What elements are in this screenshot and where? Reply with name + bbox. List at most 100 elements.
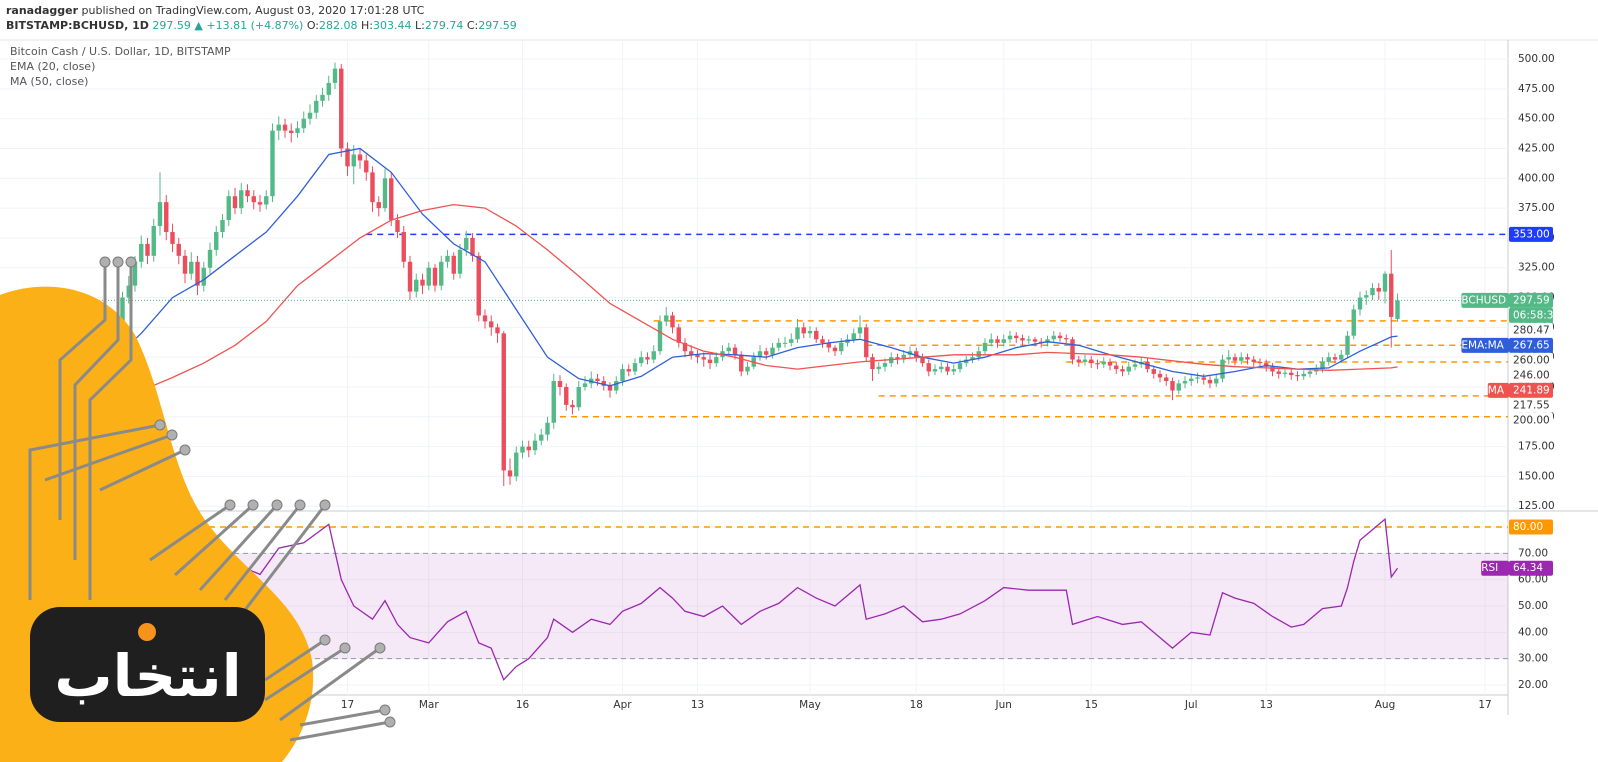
candle-body <box>545 422 550 435</box>
candle-body <box>139 243 144 262</box>
level-label-box <box>1509 397 1553 413</box>
candle-body <box>1170 381 1175 391</box>
level-label-value: 246.00 <box>1513 369 1550 381</box>
level-label-box <box>1509 352 1553 368</box>
candle-body <box>701 357 706 360</box>
level-label-box <box>1509 322 1553 338</box>
candle-body <box>789 339 794 343</box>
candle-body <box>432 267 438 286</box>
level-label-box <box>1509 226 1553 242</box>
level-label-value: 200.00 <box>1513 414 1550 426</box>
logo-badge <box>30 607 265 722</box>
candle-body <box>164 202 169 232</box>
candle-body <box>601 381 606 386</box>
candle-body <box>1182 381 1188 384</box>
byline-text: published on TradingView.com, August 03,… <box>81 4 425 17</box>
candle-body <box>376 202 381 209</box>
candle-body <box>495 327 500 334</box>
legend-title: Bitcoin Cash / U.S. Dollar, 1D, BITSTAMP <box>10 45 231 58</box>
candle-body <box>532 440 538 451</box>
candle-body <box>839 342 844 352</box>
candle-body <box>939 366 944 370</box>
candle-body <box>1345 335 1350 355</box>
series-label-tag-text: MA <box>1488 384 1505 396</box>
x-tick-label: 17 <box>341 699 354 711</box>
candle-body <box>420 279 425 286</box>
candle-body <box>457 249 463 274</box>
candle-body <box>539 434 544 441</box>
ohlc-label: C: <box>466 19 479 32</box>
y-tick-label: 70.00 <box>1518 547 1548 559</box>
candle-body <box>1357 297 1363 310</box>
ohlc-label: L: <box>414 19 425 32</box>
candle-body <box>326 82 331 95</box>
level-label-box <box>1509 367 1553 383</box>
candle-body <box>257 202 263 205</box>
ohlc-value: 279.74 <box>424 19 464 32</box>
candle-body <box>1032 339 1038 342</box>
candle-body <box>989 339 994 343</box>
candle-body <box>864 327 869 358</box>
candle-body <box>801 327 806 334</box>
candle-body <box>595 378 600 382</box>
candle-body <box>782 342 788 344</box>
candle-body <box>382 178 388 209</box>
candle-body <box>120 297 125 322</box>
logo-text: انتخاب <box>54 642 241 710</box>
x-tick-label: 13 <box>691 699 704 711</box>
candle-body <box>1007 335 1013 340</box>
candle-body <box>232 196 238 209</box>
candle-body <box>307 112 313 119</box>
candle-body <box>451 255 456 274</box>
candle-body <box>914 351 919 358</box>
candle-body <box>145 243 150 256</box>
candle-body <box>245 190 250 197</box>
watermark-logo: انتخاب <box>0 256 396 762</box>
y-tick-label: 60.00 <box>1518 574 1548 586</box>
candle-body <box>707 359 713 364</box>
candle-body <box>657 321 663 352</box>
ohlc-label: O: <box>306 19 319 32</box>
candle-body <box>1301 373 1306 377</box>
candle-body <box>1370 288 1375 296</box>
candle-body <box>1376 288 1381 292</box>
candle-body <box>645 357 650 360</box>
candle-body <box>807 330 813 334</box>
candle-body <box>470 237 475 256</box>
level-label-value: 260.00 <box>1513 354 1550 366</box>
candle-body <box>1382 273 1388 292</box>
candle-body <box>151 226 156 256</box>
candle-body <box>220 220 225 232</box>
candle-body <box>276 124 281 131</box>
candle-body <box>1026 339 1031 341</box>
candle-body <box>732 347 738 355</box>
candle-body <box>270 130 275 197</box>
candle-body <box>514 452 519 477</box>
x-tick-label: 17 <box>1478 699 1491 711</box>
candle-body <box>770 347 775 355</box>
y-tick-label: 400.00 <box>1518 172 1555 184</box>
candle-body <box>489 321 494 328</box>
candle-body <box>1207 379 1213 384</box>
candle-body <box>1151 369 1156 374</box>
candle-body <box>876 366 881 370</box>
series-label-tag <box>1487 382 1509 398</box>
candle-body <box>901 354 906 360</box>
candle-body <box>414 279 419 292</box>
last-price-tag-text: BCHUSD <box>1461 294 1506 306</box>
rsi-label-tag <box>1481 560 1509 576</box>
candle-body <box>320 94 325 101</box>
candle-body <box>339 68 344 149</box>
circuit <box>28 262 391 742</box>
candle-body <box>1276 371 1281 374</box>
candle-body <box>482 315 488 322</box>
candle-body <box>982 342 988 352</box>
candle-body <box>682 342 688 352</box>
legend-entry: MA (50, close) <box>10 75 88 88</box>
candle-body <box>370 172 375 203</box>
candle-body <box>1107 361 1113 366</box>
candle-body <box>251 196 256 203</box>
candle-body <box>882 363 888 367</box>
candle-body <box>826 342 831 348</box>
y-tick-label: 450.00 <box>1518 113 1555 125</box>
